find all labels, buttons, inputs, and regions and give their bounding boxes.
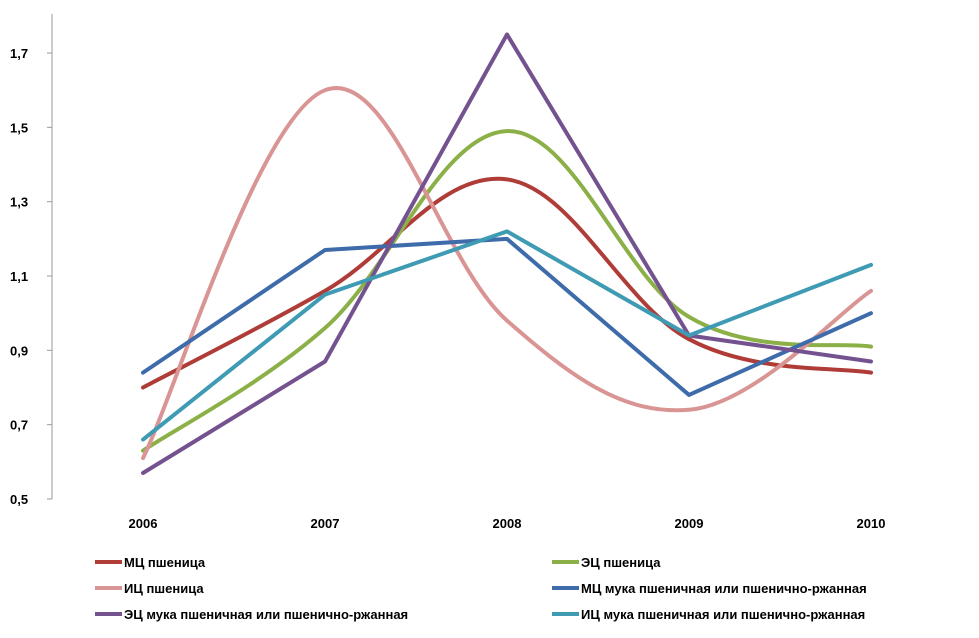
series-line [141, 229, 873, 442]
series-line [141, 176, 873, 390]
y-tick-label: 1,5 [10, 120, 28, 135]
y-tick-label: 0,9 [10, 343, 28, 358]
series-lines [141, 32, 873, 475]
legend-label: ИЦ пшеница [124, 581, 204, 596]
y-tick-label: 1,1 [10, 269, 28, 284]
x-tick-label: 2010 [857, 516, 886, 531]
series-line [141, 32, 873, 475]
x-tick-label: 2006 [129, 516, 158, 531]
y-tick-label: 0,7 [10, 418, 28, 433]
x-tick-label: 2009 [675, 516, 704, 531]
x-axis-ticks: 2006 2007 2008 2009 2010 [129, 516, 886, 531]
legend-label: ЭЦ мука пшеничная или пшенично-ржанная [124, 607, 408, 622]
x-tick-label: 2008 [493, 516, 522, 531]
y-tick-label: 1,3 [10, 195, 28, 210]
legend-label: МЦ мука пшеничная или пшенично-ржанная [581, 581, 867, 596]
y-tick-label: 0,5 [10, 492, 28, 507]
legend-label: МЦ пшеница [124, 555, 206, 570]
legend: МЦ пшеница ЭЦ пшеница ИЦ пшеница МЦ мука пш… [95, 555, 867, 622]
series-line [141, 129, 873, 453]
y-axis-ticks: 0,5 0,7 0,9 1,1 1,3 1,5 1,7 [10, 46, 52, 507]
legend-label: ИЦ мука пшеничная или пшенично-ржанная [581, 607, 865, 622]
legend-label: ЭЦ пшеница [581, 555, 661, 570]
series-line [141, 86, 873, 461]
y-tick-label: 1,7 [10, 46, 28, 61]
x-tick-label: 2007 [311, 516, 340, 531]
series-line [141, 236, 873, 397]
